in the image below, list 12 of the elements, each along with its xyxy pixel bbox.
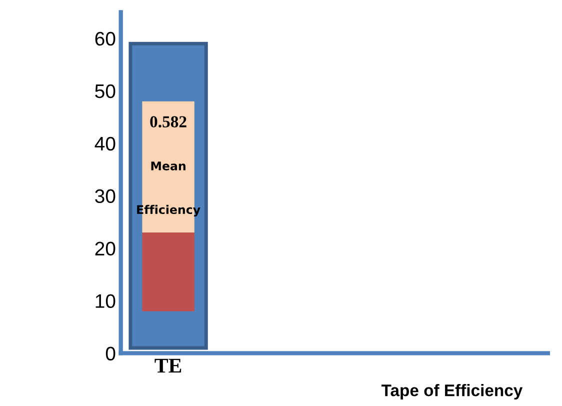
y-tick-label: 30 xyxy=(95,189,116,204)
y-tick-label: 20 xyxy=(95,242,116,256)
bar xyxy=(142,232,194,312)
y-tick-label: 50 xyxy=(95,84,116,98)
annotation: 0.582 xyxy=(150,116,186,128)
x-tick-label: TE xyxy=(154,358,182,373)
y-tick-label: 60 xyxy=(95,32,116,46)
y-tick-label: 0 xyxy=(106,346,116,360)
y-tick-label: 10 xyxy=(96,294,116,308)
text: Tape of Efficiency xyxy=(381,384,523,400)
y-tick-label: 40 xyxy=(94,136,116,151)
annotation: Mean xyxy=(151,162,186,170)
